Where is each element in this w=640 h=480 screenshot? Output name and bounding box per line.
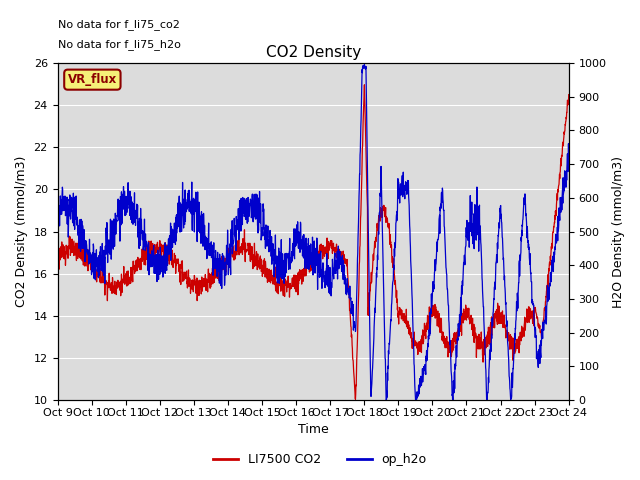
op_h2o <box>565 153 573 159</box>
X-axis label: Time: Time <box>298 423 328 436</box>
LI7500 CO2 <box>289 276 296 281</box>
LI7500 CO2 <box>457 310 465 315</box>
op_h2o <box>382 397 390 403</box>
Y-axis label: H2O Density (mmol/m3): H2O Density (mmol/m3) <box>612 156 625 308</box>
Text: No data for f_li75_co2: No data for f_li75_co2 <box>58 19 179 30</box>
LI7500 CO2 <box>80 248 88 254</box>
LI7500 CO2 <box>351 396 359 402</box>
LI7500 CO2 <box>550 219 558 225</box>
op_h2o <box>550 252 558 258</box>
op_h2o <box>302 235 310 241</box>
op_h2o <box>54 228 61 234</box>
Line: op_h2o: op_h2o <box>58 65 569 400</box>
op_h2o <box>550 259 558 265</box>
LI7500 CO2 <box>54 261 61 267</box>
op_h2o <box>457 303 465 309</box>
Text: No data for f_li75_h2o: No data for f_li75_h2o <box>58 39 180 50</box>
Title: CO2 Density: CO2 Density <box>266 46 361 60</box>
LI7500 CO2 <box>550 221 558 227</box>
op_h2o <box>289 242 296 248</box>
LI7500 CO2 <box>302 264 310 270</box>
LI7500 CO2 <box>565 92 573 97</box>
LI7500 CO2 <box>360 82 368 88</box>
Y-axis label: CO2 Density (mmol/m3): CO2 Density (mmol/m3) <box>15 156 28 307</box>
Line: LI7500 CO2: LI7500 CO2 <box>58 85 569 399</box>
op_h2o <box>360 62 368 68</box>
op_h2o <box>80 245 88 251</box>
Legend: LI7500 CO2, op_h2o: LI7500 CO2, op_h2o <box>209 448 431 471</box>
Text: VR_flux: VR_flux <box>68 73 117 86</box>
